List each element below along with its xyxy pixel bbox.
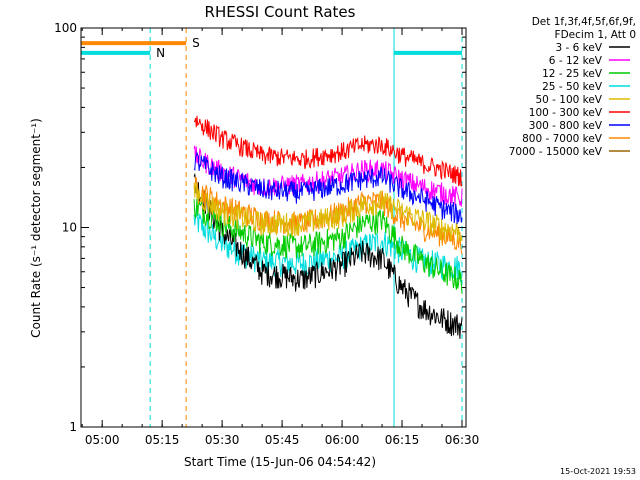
x-tick-label: 05:00 [85,433,120,447]
legend-label: 100 - 300 keV [529,107,603,119]
legend-label: 3 - 6 keV [555,42,602,54]
x-tick-label: 06:00 [325,433,360,447]
legend: Det 1f,3f,4f,5f,6f,9f, FDecim 1, Att 0 3… [509,16,636,158]
marker-label: S [192,36,200,50]
x-tick-label: 05:30 [205,433,240,447]
x-tick-label: 06:30 [445,433,480,447]
legend-label: 7000 - 15000 keV [509,146,603,158]
x-tick-label: 05:15 [145,433,180,447]
legend-label: 300 - 800 keV [529,120,603,132]
x-tick-label: 06:15 [385,433,420,447]
series-line-6 [193,151,463,225]
x-axis-label: Start Time (15-Jun-06 04:54:42) [184,455,376,469]
marker-label: N [156,46,165,60]
series-line-5 [193,115,463,188]
y-tick-label: 10 [62,221,77,235]
legend-label: 12 - 25 keV [542,68,603,80]
y-axis-label: Count Rate (s⁻¹ detector segment⁻¹) [29,118,43,338]
series-line-4 [193,182,463,243]
x-tick-label: 05:45 [265,433,300,447]
legend-header-line-1: Det 1f,3f,4f,5f,6f,9f, [532,16,636,28]
legend-label: 800 - 7000 keV [522,133,603,145]
legend-header-line-2: FDecim 1, Att 0 [555,29,636,41]
timestamp: 15-Oct-2021 19:53 [560,467,636,476]
y-tick-label: 1 [69,420,77,434]
y-tick-label: 100 [54,21,77,35]
legend-label: 6 - 12 keV [549,55,603,67]
chart-title: RHESSI Count Rates [205,3,356,21]
series-line-2 [193,198,463,294]
series-line-1 [193,145,463,207]
legend-label: 25 - 50 keV [542,81,603,93]
legend-label: 50 - 100 keV [535,94,602,106]
series-line-0 [193,172,463,339]
